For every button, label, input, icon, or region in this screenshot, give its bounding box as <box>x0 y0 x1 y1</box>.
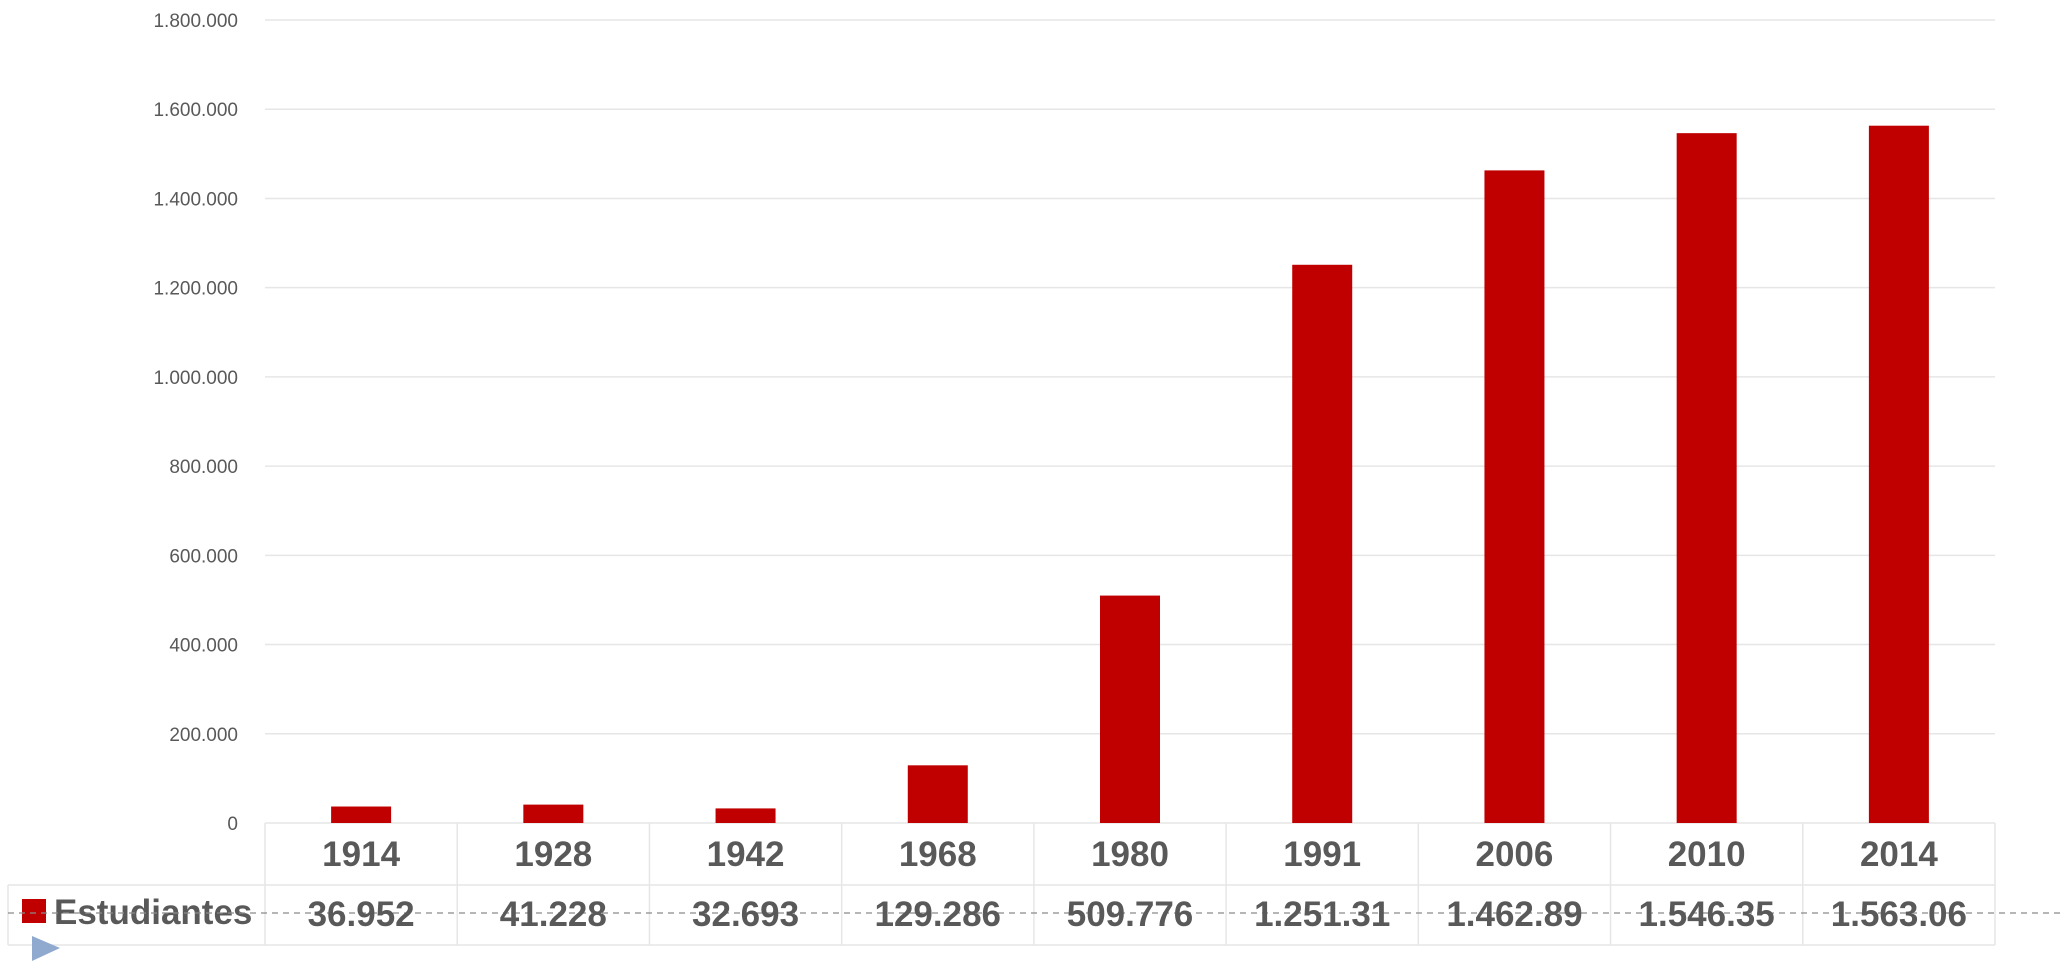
y-tick-label: 1.000.000 <box>153 368 238 389</box>
bar <box>1484 170 1545 823</box>
data-table: Estudiantes 191436.952192841.228194232.6… <box>7 823 2062 946</box>
y-tick-label: 1.400.000 <box>153 189 238 210</box>
table-value: 41.228 <box>500 895 607 934</box>
x-tick-label: 2014 <box>1860 835 1938 874</box>
x-tick-label: 2006 <box>1476 835 1554 874</box>
x-tick-label: 1914 <box>322 835 400 874</box>
table-value: 129.286 <box>875 895 1002 934</box>
bar <box>1100 595 1160 823</box>
bar <box>1292 264 1353 823</box>
x-tick-label: 1942 <box>707 835 785 874</box>
y-tick-label: 1.600.000 <box>153 100 238 121</box>
bar <box>523 804 584 823</box>
y-tick-label: 1.800.000 <box>153 11 238 32</box>
table-value: 1.462.89 <box>1446 895 1582 934</box>
x-tick-label: 1991 <box>1283 835 1361 874</box>
bar <box>1868 125 1929 824</box>
y-tick-label: 400.000 <box>169 636 238 657</box>
table-value: 1.251.31 <box>1254 895 1390 934</box>
x-tick-label: 1968 <box>899 835 977 874</box>
table-value: 1.546.35 <box>1639 895 1775 934</box>
table-value: 32.693 <box>692 895 799 934</box>
table-value: 1.563.06 <box>1831 895 1967 934</box>
table-value: 509.776 <box>1067 895 1194 934</box>
gridlines <box>265 19 1995 824</box>
x-tick-label: 1928 <box>514 835 592 874</box>
x-tick-label: 2010 <box>1668 835 1746 874</box>
legend-swatch <box>22 899 46 923</box>
y-tick-label: 0 <box>227 814 238 835</box>
y-tick-label: 800.000 <box>169 457 238 478</box>
y-tick-label: 1.200.000 <box>153 279 238 300</box>
bars <box>331 125 1929 824</box>
bar <box>715 808 776 823</box>
bar <box>907 765 968 823</box>
x-tick-label: 1980 <box>1091 835 1169 874</box>
play-arrow-icon <box>32 936 60 961</box>
bar <box>331 806 392 823</box>
table-value: 36.952 <box>308 895 415 934</box>
y-tick-label: 200.000 <box>169 725 238 746</box>
y-axis-ticks: 0 200.000 400.000 600.000 800.000 1.000.000 1.… <box>153 11 238 835</box>
y-tick-label: 600.000 <box>169 546 238 567</box>
bar <box>1676 133 1737 824</box>
